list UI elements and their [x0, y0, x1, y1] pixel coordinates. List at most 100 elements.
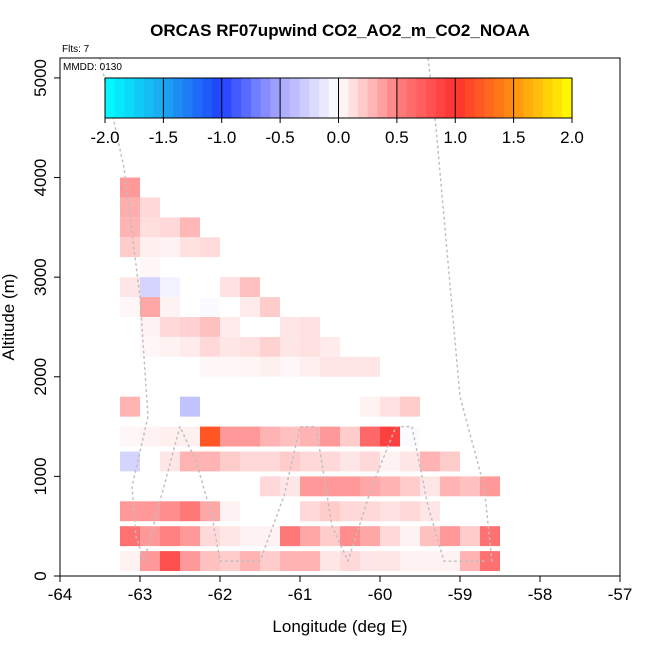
colorbar-segment [289, 78, 301, 118]
colorbar-segment [367, 78, 379, 118]
heatmap-cell [220, 426, 240, 447]
colorbar-segment [173, 78, 184, 118]
heatmap-cell [200, 336, 220, 357]
heatmap-cell [200, 257, 220, 278]
heatmap-cell [140, 551, 160, 572]
heatmap-cell [320, 451, 340, 472]
heatmap-cell [120, 451, 140, 472]
colorbar-tick-label: -0.5 [265, 128, 294, 147]
heatmap-cell [480, 551, 500, 572]
flight-track [99, 57, 149, 562]
heatmap-cell [400, 526, 420, 547]
colorbar-segment [552, 78, 563, 118]
heatmap-cell [480, 476, 500, 497]
heatmap-cell [160, 336, 180, 357]
heatmap-cell [340, 396, 360, 417]
heatmap-cell [240, 501, 260, 522]
flight-track [143, 424, 221, 562]
heatmap-cell [360, 501, 380, 522]
heatmap-cell [340, 476, 360, 497]
x-tick-label: -64 [48, 585, 73, 604]
colorbar-segment [396, 78, 408, 118]
mmdd-annotation: MMDD: 0130 [63, 62, 122, 73]
heatmap-cell [420, 451, 440, 472]
colorbar-segment [309, 78, 320, 118]
heatmap-cell [180, 526, 200, 547]
heatmap-cell [220, 526, 240, 547]
heatmap-cell [140, 237, 160, 258]
colorbar-segment [250, 78, 262, 118]
colorbar-segment [357, 78, 369, 118]
colorbar-segment [387, 78, 398, 118]
heatmap-cell [320, 396, 340, 417]
heatmap-cell [200, 317, 220, 337]
heatmap-cell [200, 277, 220, 298]
y-tick-label: 5000 [31, 59, 50, 97]
colorbar-segment [182, 78, 194, 118]
heatmap-cell [460, 476, 480, 497]
heatmap-cell [340, 526, 360, 547]
heatmap-cell [400, 396, 420, 417]
colorbar-segment [241, 78, 252, 118]
x-tick-label: -58 [528, 585, 553, 604]
heatmap-cell [480, 526, 500, 547]
heatmap-cell [280, 426, 300, 447]
heatmap-cell [300, 396, 320, 417]
heatmap-cell [260, 356, 280, 377]
colorbar-segment [445, 78, 456, 118]
heatmap-cell [180, 217, 200, 238]
heatmap-cell [160, 396, 180, 417]
colorbar-segment [435, 78, 447, 118]
heatmap-cell [140, 336, 160, 357]
colorbar-segment [212, 78, 223, 118]
heatmap-cell [220, 317, 240, 337]
heatmap-cell [320, 551, 340, 572]
colorbar-segment [523, 78, 534, 118]
y-tick-label: 0 [31, 571, 50, 580]
heatmap-cell [400, 426, 420, 447]
heatmap-cell [240, 297, 260, 317]
heatmap-cell [120, 197, 140, 218]
y-axis-label: Altitude (m) [0, 274, 18, 361]
colorbar-segment [114, 78, 126, 118]
heatmap-cell [200, 501, 220, 522]
heatmap-cell [200, 297, 220, 317]
heatmap-cell [120, 257, 140, 278]
heatmap-cell [200, 426, 220, 447]
heatmap-cell [400, 501, 420, 522]
heatmap-cell [140, 217, 160, 238]
heatmap-cell [300, 451, 320, 472]
heatmap-cell [380, 526, 400, 547]
heatmap-cell [420, 476, 440, 497]
x-tick-label: -60 [368, 585, 393, 604]
heatmap-cell [280, 451, 300, 472]
colorbar-tick-label: 0.5 [385, 128, 409, 147]
heatmap-cell [200, 237, 220, 258]
heatmap-cell [120, 526, 140, 547]
heatmap-cell [240, 426, 260, 447]
y-tick-label: 1000 [31, 457, 50, 495]
heatmap-cell [140, 257, 160, 278]
x-tick-label: -57 [608, 585, 633, 604]
x-tick-label: -62 [208, 585, 233, 604]
heatmap-cell [140, 297, 160, 317]
colorbar-segment [221, 78, 233, 118]
colorbar-segment [231, 78, 242, 118]
heatmap-cell [400, 451, 420, 472]
colorbar-segment [416, 78, 427, 118]
heatmap-cell [200, 356, 220, 377]
chart-title: ORCAS RF07upwind CO2_AO2_m_CO2_NOAA [150, 21, 530, 40]
heatmap-cell [260, 317, 280, 337]
colorbar-segment [513, 78, 524, 118]
colorbar-segment [143, 78, 155, 118]
heatmap-cell [180, 297, 200, 317]
heatmap-cell [260, 551, 280, 572]
heatmap-cell [280, 317, 300, 337]
colorbar-segment [533, 78, 544, 118]
heatmap-cell [120, 551, 140, 572]
heatmap-cell [180, 336, 200, 357]
flights-annotation: Flts: 7 [62, 44, 90, 55]
heatmap-cell [360, 451, 380, 472]
heatmap-cells [120, 177, 500, 572]
